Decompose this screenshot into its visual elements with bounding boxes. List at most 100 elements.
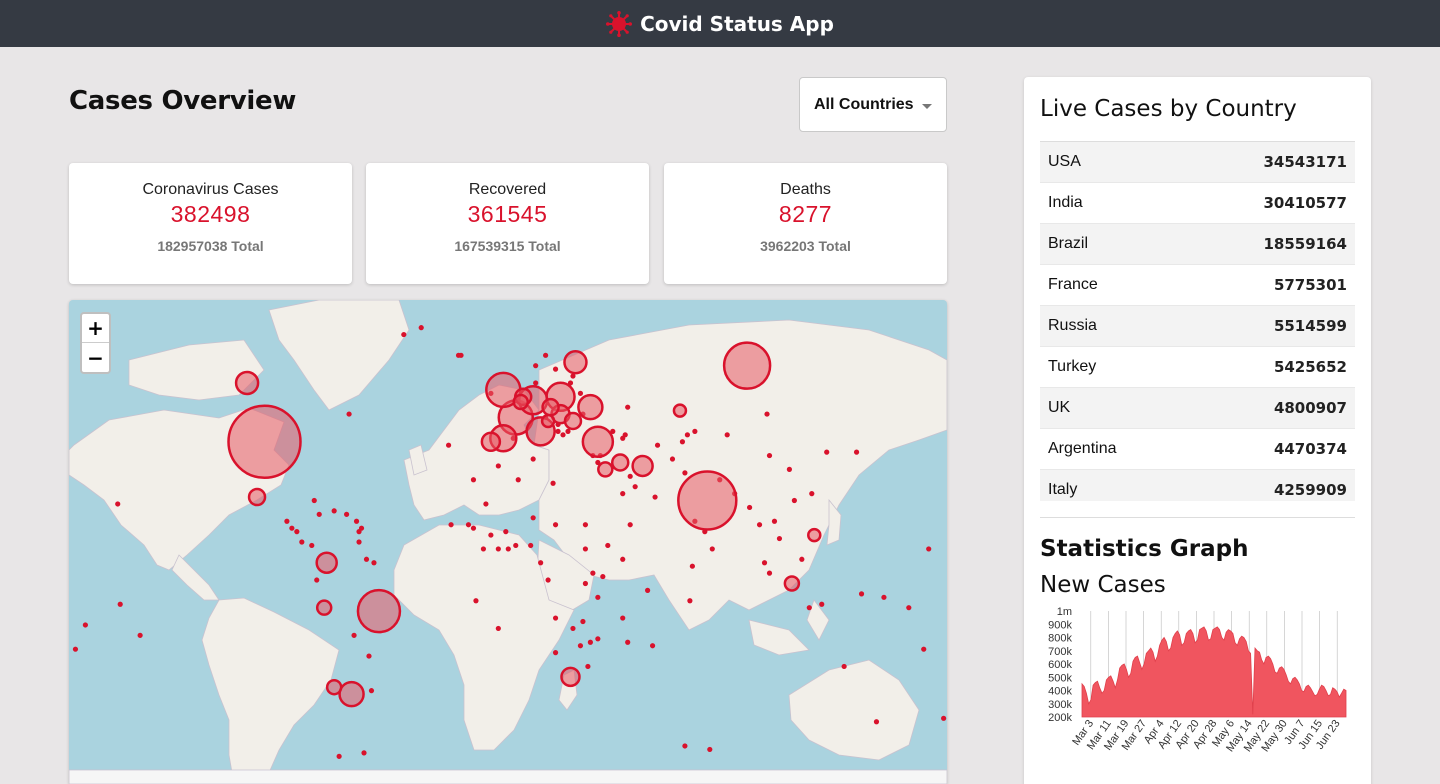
map-canvas[interactable] [69,300,947,784]
case-circle[interactable] [581,425,615,458]
case-marker[interactable] [530,456,536,462]
case-circle[interactable] [807,527,822,543]
case-circle[interactable] [631,454,654,478]
case-marker[interactable] [418,325,424,331]
case-marker[interactable] [776,535,783,542]
case-marker[interactable] [366,653,372,659]
case-marker[interactable] [309,542,315,549]
country-select[interactable]: All Countries [799,77,947,132]
case-marker[interactable] [72,646,79,652]
case-marker[interactable] [620,615,626,621]
case-marker[interactable] [649,643,656,649]
case-marker[interactable] [448,522,454,528]
case-marker[interactable] [682,743,688,749]
case-marker[interactable] [620,556,626,562]
case-marker[interactable] [294,529,300,535]
table-row[interactable]: USA 34543171 [1040,142,1355,183]
case-circle[interactable] [563,411,583,431]
case-marker[interactable] [363,556,370,562]
case-marker[interactable] [625,639,631,645]
case-marker[interactable] [552,650,559,656]
case-marker[interactable] [117,601,123,607]
case-marker[interactable] [289,525,295,531]
case-marker[interactable] [555,428,561,434]
case-marker[interactable] [311,497,317,504]
case-marker[interactable] [682,470,688,476]
case-marker[interactable] [645,587,651,593]
table-row[interactable]: UK 4800907 [1040,388,1355,429]
case-marker[interactable] [906,605,912,611]
case-circle[interactable] [560,666,581,688]
case-marker[interactable] [627,473,633,479]
case-marker[interactable] [488,532,494,538]
table-row[interactable]: Russia 5514599 [1040,306,1355,347]
case-marker[interactable] [669,456,676,462]
case-marker[interactable] [513,542,519,549]
case-circle[interactable] [512,393,529,411]
case-marker[interactable] [284,518,290,524]
case-marker[interactable] [483,501,489,507]
case-marker[interactable] [819,601,825,607]
case-marker[interactable] [495,546,501,552]
case-marker[interactable] [771,518,778,524]
case-marker[interactable] [692,428,698,434]
case-marker[interactable] [560,432,566,438]
case-marker[interactable] [590,570,596,576]
case-circle[interactable] [610,453,630,472]
table-row[interactable]: Turkey 5425652 [1040,347,1355,388]
case-marker[interactable] [806,605,812,611]
case-marker[interactable] [570,625,576,632]
case-marker[interactable] [652,494,658,500]
table-row[interactable]: Brazil 18559164 [1040,224,1355,265]
case-marker[interactable] [473,598,479,604]
case-circle[interactable] [597,461,614,478]
case-marker[interactable] [724,432,730,438]
case-marker[interactable] [766,570,773,576]
case-circle[interactable] [338,680,365,708]
live-cases-table[interactable]: USA 34543171 India 30410577 Brazil 18559164… [1040,141,1355,501]
case-marker[interactable] [761,560,768,566]
case-marker[interactable] [480,546,487,552]
case-circle[interactable] [315,599,333,616]
case-marker[interactable] [689,563,695,569]
case-marker[interactable] [595,636,601,642]
case-marker[interactable] [401,331,407,338]
case-marker[interactable] [470,477,477,483]
zoom-in-button[interactable]: + [82,314,109,343]
case-marker[interactable] [331,508,337,514]
case-marker[interactable] [873,719,880,725]
case-marker[interactable] [881,594,887,600]
case-marker[interactable] [470,525,477,531]
case-marker[interactable] [587,639,593,645]
case-marker[interactable] [791,497,797,504]
case-circle[interactable] [541,397,560,417]
case-marker[interactable] [538,560,544,566]
case-circle[interactable] [540,413,556,429]
table-row[interactable]: Italy 4259909 [1040,470,1355,501]
case-marker[interactable] [346,411,352,417]
case-circle[interactable] [325,678,343,696]
case-marker[interactable] [585,663,591,670]
table-row[interactable]: Argentina 4470374 [1040,429,1355,470]
case-marker[interactable] [625,404,631,410]
case-circle[interactable] [227,404,302,479]
case-marker[interactable] [605,542,611,549]
case-marker[interactable] [495,463,501,469]
case-marker[interactable] [316,511,322,517]
case-marker[interactable] [565,428,571,434]
case-circle[interactable] [783,575,801,592]
case-marker[interactable] [371,560,377,566]
case-marker[interactable] [361,750,367,756]
case-marker[interactable] [766,452,773,459]
case-marker[interactable] [115,501,121,507]
case-markers[interactable] [72,325,947,759]
case-marker[interactable] [503,529,509,535]
case-marker[interactable] [368,688,375,694]
case-circle[interactable] [356,588,402,634]
case-circle[interactable] [677,470,738,531]
case-circle[interactable] [234,370,260,396]
case-marker[interactable] [530,515,536,521]
case-marker[interactable] [582,580,589,587]
case-marker[interactable] [577,643,584,649]
